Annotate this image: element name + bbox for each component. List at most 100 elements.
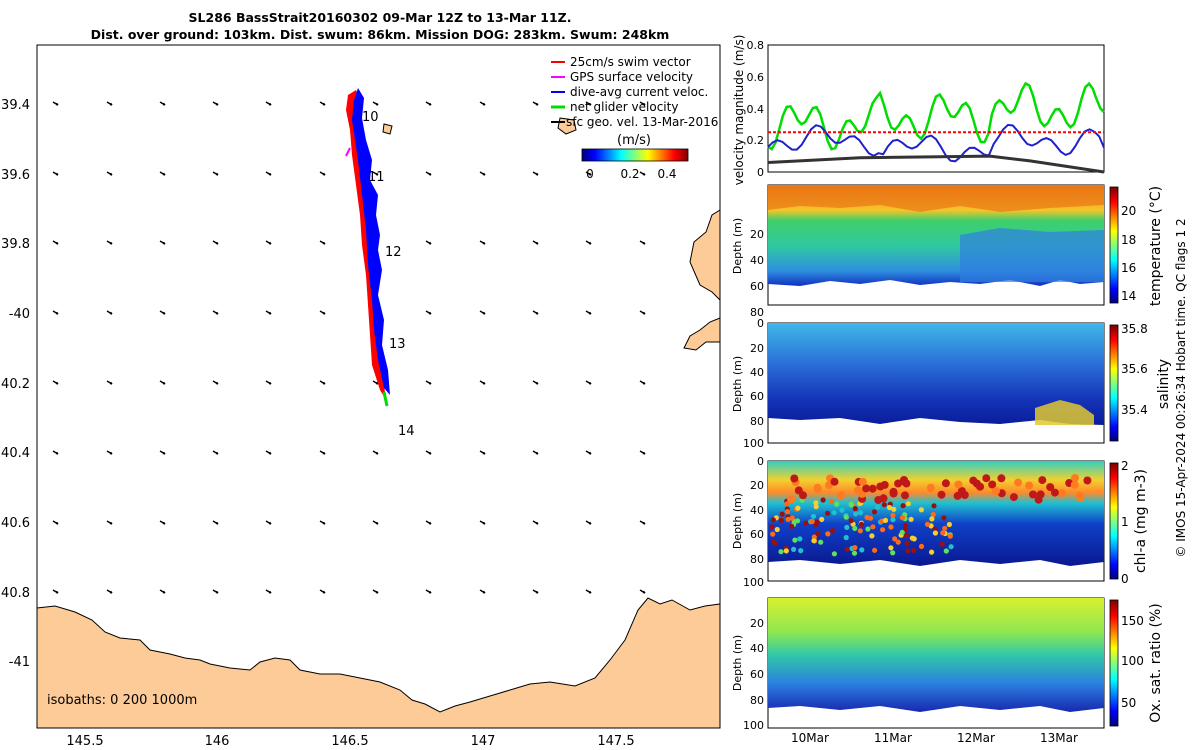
depth-tick: 40 xyxy=(750,254,764,267)
chl-sample xyxy=(1025,481,1034,490)
glider-track xyxy=(345,88,390,407)
chl-sample xyxy=(954,480,963,489)
velocity-arrow xyxy=(532,171,539,176)
cbar-tick: 35.6 xyxy=(1121,362,1148,376)
depth-tick: 80 xyxy=(750,553,764,566)
cbar-tick: 14 xyxy=(1121,289,1136,303)
velocity-arrow xyxy=(585,450,592,455)
map-legend: 25cm/s swim vector GPS surface velocity … xyxy=(551,55,718,181)
velocity-arrow xyxy=(425,520,432,525)
chl-sample xyxy=(830,477,839,486)
temp-cbar-label: temperature (°C) xyxy=(1148,186,1164,306)
chl-sample xyxy=(790,474,799,483)
velocity-frame xyxy=(767,44,1105,173)
chl-sample xyxy=(1038,476,1047,485)
map-panel: 10 11 12 13 14 39.4 39.6 39.8 -40 40.2 4… xyxy=(1,44,721,749)
legend-swim-vector: 25cm/s swim vector xyxy=(551,55,691,69)
velocity-arrow xyxy=(265,520,272,525)
chl-sample xyxy=(785,516,791,523)
chlorophyll-colorbar xyxy=(1109,462,1119,580)
velocity-series-line xyxy=(767,123,1105,163)
chl-ylabel: Depth (m) xyxy=(731,493,744,549)
vel-ytick: 0.8 xyxy=(747,39,765,52)
gps-surface-velocity-mark xyxy=(345,147,351,157)
depth-tick: 0 xyxy=(757,317,764,330)
chl-sample xyxy=(926,483,935,492)
cbar-tick: 0 xyxy=(1121,572,1129,586)
day-label-10: 10 xyxy=(362,110,379,125)
chl-sample xyxy=(814,519,820,525)
oxygen-colorbar xyxy=(1109,599,1119,727)
chl-sample xyxy=(900,503,906,509)
depth-tick: 60 xyxy=(750,280,764,293)
chl-sample xyxy=(940,530,946,536)
velocity-arrow xyxy=(52,171,59,176)
chl-sample xyxy=(942,525,948,531)
chl-sample xyxy=(1036,490,1045,499)
sal-cbar-ticks: 35.4 35.6 35.8 xyxy=(1121,322,1148,417)
velocity-arrow xyxy=(639,171,646,176)
time-tick: 13Mar xyxy=(1040,731,1078,745)
chl-sample xyxy=(872,547,878,553)
chl-sample xyxy=(813,504,819,510)
velocity-arrow xyxy=(585,101,592,106)
salinity-section xyxy=(768,323,1104,425)
chl-sample xyxy=(854,486,862,495)
time-tick: 12Mar xyxy=(957,731,995,745)
chl-sample xyxy=(891,506,897,512)
velocity-arrow xyxy=(532,101,539,106)
chl-sample xyxy=(784,501,790,507)
velocity-arrow xyxy=(106,240,113,245)
chl-sample xyxy=(795,505,801,511)
velocity-arrow xyxy=(319,589,326,594)
velocity-arrow xyxy=(425,101,432,106)
velocity-arrow xyxy=(159,450,166,455)
velocity-arrow xyxy=(425,310,432,315)
depth-tick: 40 xyxy=(750,642,764,655)
velocity-arrow xyxy=(372,589,379,594)
salinity-colorbar xyxy=(1109,324,1119,442)
chl-sample xyxy=(909,535,916,541)
velocity-arrow xyxy=(532,380,539,385)
chl-sample xyxy=(903,532,910,538)
day-label-11: 11 xyxy=(368,170,385,185)
chl-sample xyxy=(858,477,867,486)
map-xtick: 146 xyxy=(205,734,230,749)
velocity-arrow xyxy=(212,380,219,385)
velocity-arrow xyxy=(106,450,113,455)
velocity-arrow xyxy=(212,310,219,315)
chl-sample xyxy=(787,495,796,504)
velocity-arrow xyxy=(265,310,272,315)
chl-sample xyxy=(976,482,985,491)
velocity-arrow xyxy=(585,240,592,245)
velocity-arrow xyxy=(106,520,113,525)
imos-credit: © IMOS 15-Apr-2024 00:26:34 Hobart time.… xyxy=(1174,218,1188,557)
chl-sample xyxy=(803,520,809,526)
time-tick: 10Mar xyxy=(791,731,829,745)
velocity-arrow xyxy=(639,101,646,106)
chl-sample xyxy=(890,550,896,556)
chl-yticks: 0 20 40 60 80 100 xyxy=(743,455,764,589)
velocity-arrow xyxy=(52,450,59,455)
chl-sample xyxy=(888,524,894,530)
velocity-arrow xyxy=(372,101,379,106)
chl-sample xyxy=(820,497,826,503)
temperature-colorbar xyxy=(1109,186,1119,304)
figure-title-line-1: SL286 BassStrait20160302 09-Mar 12Z to 1… xyxy=(188,10,572,25)
velocity-arrow xyxy=(212,520,219,525)
cbar-tick: 150 xyxy=(1121,614,1144,628)
velocity-arrow xyxy=(479,589,486,594)
depth-tick: 100 xyxy=(743,576,764,589)
chl-sample xyxy=(931,503,937,509)
chl-sample xyxy=(770,517,776,523)
depth-tick: 100 xyxy=(743,437,764,450)
land-mainland xyxy=(36,597,721,729)
velocity-arrow xyxy=(639,450,646,455)
chl-sample xyxy=(997,474,1006,483)
depth-tick: 60 xyxy=(750,668,764,681)
vel-ytick: 0.2 xyxy=(747,134,765,147)
chl-sample xyxy=(852,545,858,551)
chl-sample xyxy=(798,548,804,554)
chl-sample xyxy=(799,491,807,500)
